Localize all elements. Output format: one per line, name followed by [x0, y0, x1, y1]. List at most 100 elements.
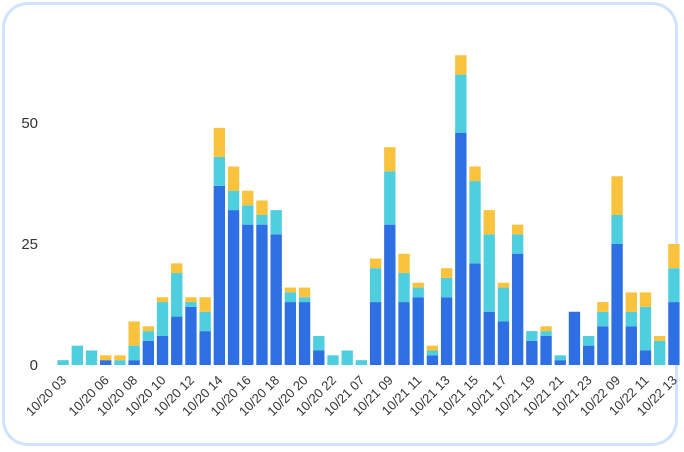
bar-segment — [369, 258, 382, 269]
bar-segment — [412, 297, 424, 365]
bar-segment — [384, 171, 396, 225]
bar-segment — [227, 166, 240, 191]
bar-segment — [440, 277, 453, 298]
bar-segment — [384, 147, 396, 172]
bar-segment — [412, 287, 424, 298]
bar-segment — [114, 360, 126, 365]
bar-segment — [497, 287, 510, 322]
bar-segment — [256, 214, 268, 225]
bar-segment — [100, 360, 112, 365]
bar-segment — [654, 340, 666, 365]
bar-segment — [142, 331, 155, 341]
bar-segment — [455, 132, 467, 365]
bar-segment — [298, 287, 311, 298]
bar-segment — [227, 210, 240, 365]
bar-segment — [199, 297, 211, 312]
bar-segment — [384, 224, 396, 365]
y-tick-label: 0 — [30, 357, 38, 374]
bar-segment — [171, 273, 183, 317]
bar-segment — [128, 345, 140, 361]
bar-segment — [554, 355, 566, 361]
bar-segment — [185, 306, 197, 365]
bar-segment — [298, 297, 311, 303]
bar-segment — [369, 268, 382, 303]
y-tick-label: 50 — [21, 115, 38, 132]
bar-segment — [313, 350, 325, 365]
bar-segment — [398, 302, 410, 365]
bar-segment — [142, 340, 155, 365]
bar-segment — [369, 302, 382, 365]
bar-segment — [639, 350, 652, 365]
bar-segment — [440, 297, 453, 365]
bar-segment — [171, 316, 183, 365]
bar-segment — [625, 326, 637, 365]
bar-segment — [242, 224, 254, 365]
bar-segment — [483, 210, 495, 235]
bar-segment — [100, 355, 112, 361]
bar-segment — [483, 311, 495, 365]
bar-segment — [497, 282, 510, 288]
bar-segment — [426, 350, 439, 356]
x-tick-label: 10/20 03 — [23, 373, 69, 419]
bar-segment — [639, 306, 652, 351]
bar-segment — [298, 302, 311, 365]
bar-segment — [483, 234, 495, 312]
bar-segment — [270, 210, 282, 235]
bar-segment — [242, 205, 254, 225]
y-axis: 0 25 50 — [21, 115, 38, 374]
bar-segment — [398, 273, 410, 303]
bar-segment — [426, 355, 439, 365]
bar-segment — [511, 234, 524, 254]
bars — [57, 55, 680, 365]
bar-segment — [327, 355, 339, 365]
bar-segment — [128, 321, 140, 346]
bar-segment — [611, 244, 623, 365]
bar-segment — [426, 345, 439, 351]
bar-segment — [128, 360, 140, 365]
bar-segment — [611, 214, 623, 244]
bar-segment — [199, 331, 211, 365]
bar-segment — [540, 326, 552, 332]
chart-frame — [2, 2, 678, 446]
bar-segment — [114, 355, 126, 361]
bar-segment — [156, 297, 169, 303]
bar-segment — [185, 302, 197, 307]
bar-segment — [625, 311, 637, 327]
y-tick-label: 25 — [21, 236, 38, 253]
bar-segment — [199, 311, 211, 332]
bar-segment — [142, 326, 155, 332]
bar-segment — [511, 253, 524, 365]
bar-segment — [256, 200, 268, 215]
bar-segment — [71, 345, 83, 365]
bar-segment — [526, 331, 538, 341]
bar-segment — [242, 190, 254, 206]
bar-segment — [284, 292, 297, 303]
bar-segment — [469, 181, 481, 264]
bar-segment — [156, 335, 169, 365]
bar-segment — [597, 326, 609, 365]
bar-segment — [526, 340, 538, 365]
bar-segment — [668, 302, 680, 365]
bar-segment — [568, 311, 581, 365]
bar-segment — [654, 335, 666, 341]
bar-segment — [284, 302, 297, 365]
bar-segment — [511, 224, 524, 235]
bar-segment — [227, 190, 240, 211]
bar-segment — [256, 224, 268, 365]
bar-segment — [540, 335, 552, 365]
bar-segment — [185, 297, 197, 303]
bar-segment — [582, 345, 595, 365]
bar-segment — [639, 292, 652, 307]
bar-segment — [611, 176, 623, 215]
bar-segment — [668, 268, 680, 303]
bar-segment — [57, 360, 69, 365]
bar-segment — [156, 302, 169, 336]
bar-segment — [540, 331, 552, 336]
bar-segment — [597, 302, 609, 312]
bar-segment — [497, 321, 510, 365]
bar-segment — [440, 268, 453, 278]
bar-segment — [582, 335, 595, 346]
bar-segment — [412, 282, 424, 288]
